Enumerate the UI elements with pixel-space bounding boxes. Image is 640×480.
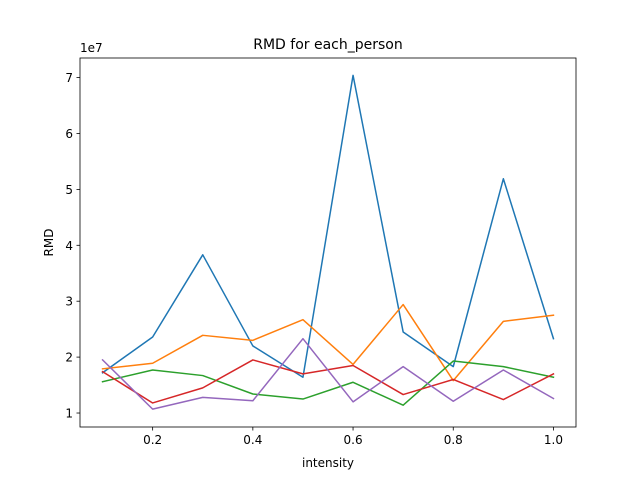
chart-title: RMD for each_person <box>253 37 403 53</box>
x-tick-label: 0.6 <box>344 433 363 447</box>
series-layer <box>101 74 555 410</box>
series-line-3 <box>101 360 555 406</box>
y-exponent-label: 1e7 <box>80 41 103 55</box>
x-tick-label: 1.0 <box>544 433 563 447</box>
x-axis-label: intensity <box>302 456 354 470</box>
x-tick-label: 0.4 <box>243 433 262 447</box>
y-tick-label: 2 <box>65 351 73 365</box>
y-tick-label: 4 <box>65 239 73 253</box>
y-axis-label: RMD <box>42 229 56 257</box>
x-axis: 0.2 0.4 0.6 0.8 1.0 <box>143 427 563 447</box>
y-tick-label: 6 <box>65 127 73 141</box>
x-tick-label: 0.8 <box>444 433 463 447</box>
y-tick-label: 7 <box>65 71 73 85</box>
series-line-1 <box>101 74 555 378</box>
series-line-5 <box>101 337 555 410</box>
y-tick-label: 3 <box>65 295 73 309</box>
x-tick-label: 0.2 <box>143 433 162 447</box>
series-line-2 <box>101 303 555 382</box>
y-tick-label: 5 <box>65 183 73 197</box>
y-axis: 1 2 3 4 5 6 7 <box>65 71 80 421</box>
y-tick-label: 1 <box>65 407 73 421</box>
plot-frame <box>79 57 577 428</box>
